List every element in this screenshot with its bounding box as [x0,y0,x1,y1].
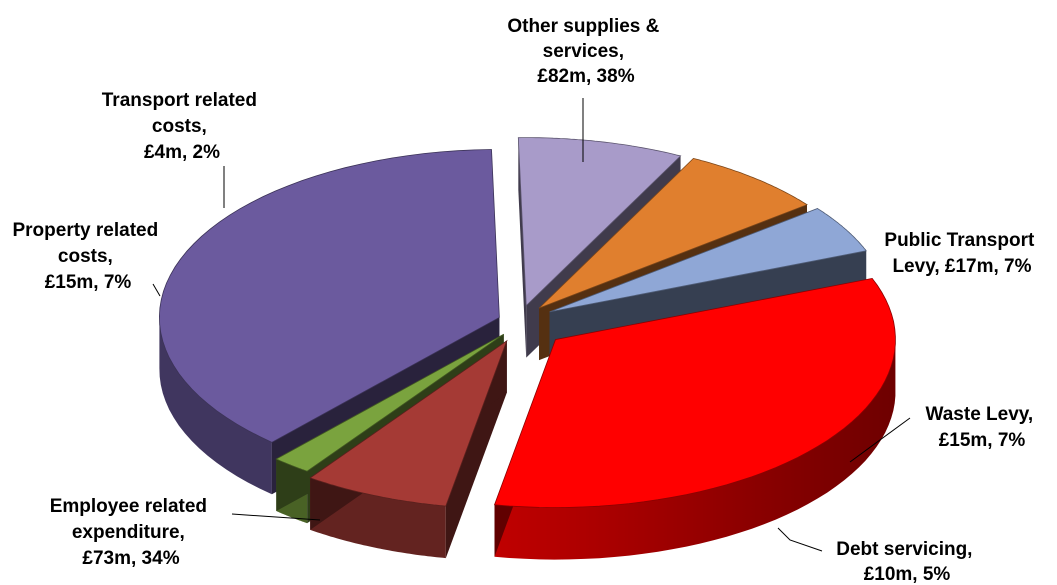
slice-side [159,316,272,495]
label-line: £73m, 34% [82,548,179,569]
label-line: Property related [12,220,158,241]
slice-top [549,208,867,313]
label-waste-levy: Waste Levy, £15m, 7% [926,404,1039,451]
label-line: Transport related [102,90,257,111]
label-line: costs, [58,246,113,267]
slice-top [538,157,808,309]
slice-edge [518,137,527,358]
leader-line-employee [231,513,321,521]
label-line: Waste Levy, [926,404,1034,425]
label-line: expenditure, [72,522,185,543]
label-public-transport-levy: Public Transport Levy, £17m, 7% [884,230,1039,277]
slice-top [309,339,508,507]
label-line: £4m, 2% [144,142,220,163]
label-other-supplies: Other supplies & services, £82m, 38% [507,16,664,87]
label-line: £15m, 7% [939,430,1026,451]
label-line: Levy, £17m, 7% [892,256,1031,277]
label-transport-related: Transport related costs, £4m, 2% [102,90,263,163]
label-line: Employee related [50,496,207,517]
label-line: £10m, 5% [864,564,951,585]
label-line: costs, [152,116,207,137]
label-debt-servicing: Debt servicing, £10m, 5% [836,539,978,585]
pie-slices [158,137,896,560]
label-line: Debt servicing, [836,539,972,560]
slice-top [517,137,682,307]
leader-line-property [152,283,161,297]
slice-property-related-costs [309,339,508,559]
slice-side [494,336,896,560]
leader-line-waste [849,417,911,463]
label-employee-related: Employee related expenditure, £73m, 34% [50,496,213,569]
label-line: £82m, 38% [537,66,634,87]
slice-employee-related-expenditure [493,277,896,560]
label-line: £15m, 7% [45,272,132,293]
label-property-related: Property related costs, £15m, 7% [12,220,163,293]
label-line: services, [543,41,624,62]
leader-line-debt [777,527,823,552]
label-line: Public Transport [884,230,1035,251]
slice-top [493,277,896,509]
slice-top [158,149,500,443]
slice-top [275,333,504,472]
leader-lines [152,98,911,552]
label-line: Other supplies & [507,16,659,37]
